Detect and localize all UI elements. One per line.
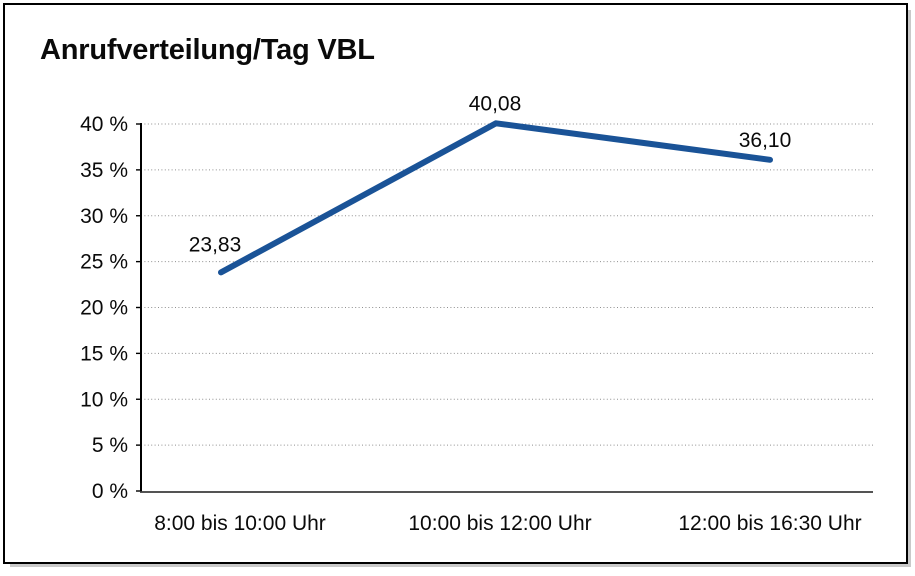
- data-series-line: [218, 120, 773, 276]
- x-axis-label: 12:00 bis 16:30 Uhr: [678, 512, 861, 535]
- data-label: 40,08: [469, 92, 522, 115]
- x-axis-label: 8:00 bis 10:00 Uhr: [154, 512, 326, 535]
- x-axis-label: 10:00 bis 12:00 Uhr: [408, 512, 591, 535]
- data-label: 23,83: [189, 233, 242, 256]
- y-tick-label: 20 %: [80, 297, 128, 320]
- y-tick-label: 40 %: [80, 113, 128, 136]
- y-tick-label: 5 %: [92, 434, 128, 457]
- chart-frame: [3, 3, 908, 564]
- chart-title: Anrufverteilung/Tag VBL: [40, 34, 375, 66]
- y-tick-label: 10 %: [80, 388, 128, 411]
- y-tick-label: 25 %: [80, 251, 128, 274]
- y-tick-label: 35 %: [80, 159, 128, 182]
- data-label: 36,10: [739, 129, 792, 152]
- y-tick-label: 0 %: [92, 480, 128, 503]
- y-tick-label: 15 %: [80, 342, 128, 365]
- y-tick-label: 30 %: [80, 205, 128, 228]
